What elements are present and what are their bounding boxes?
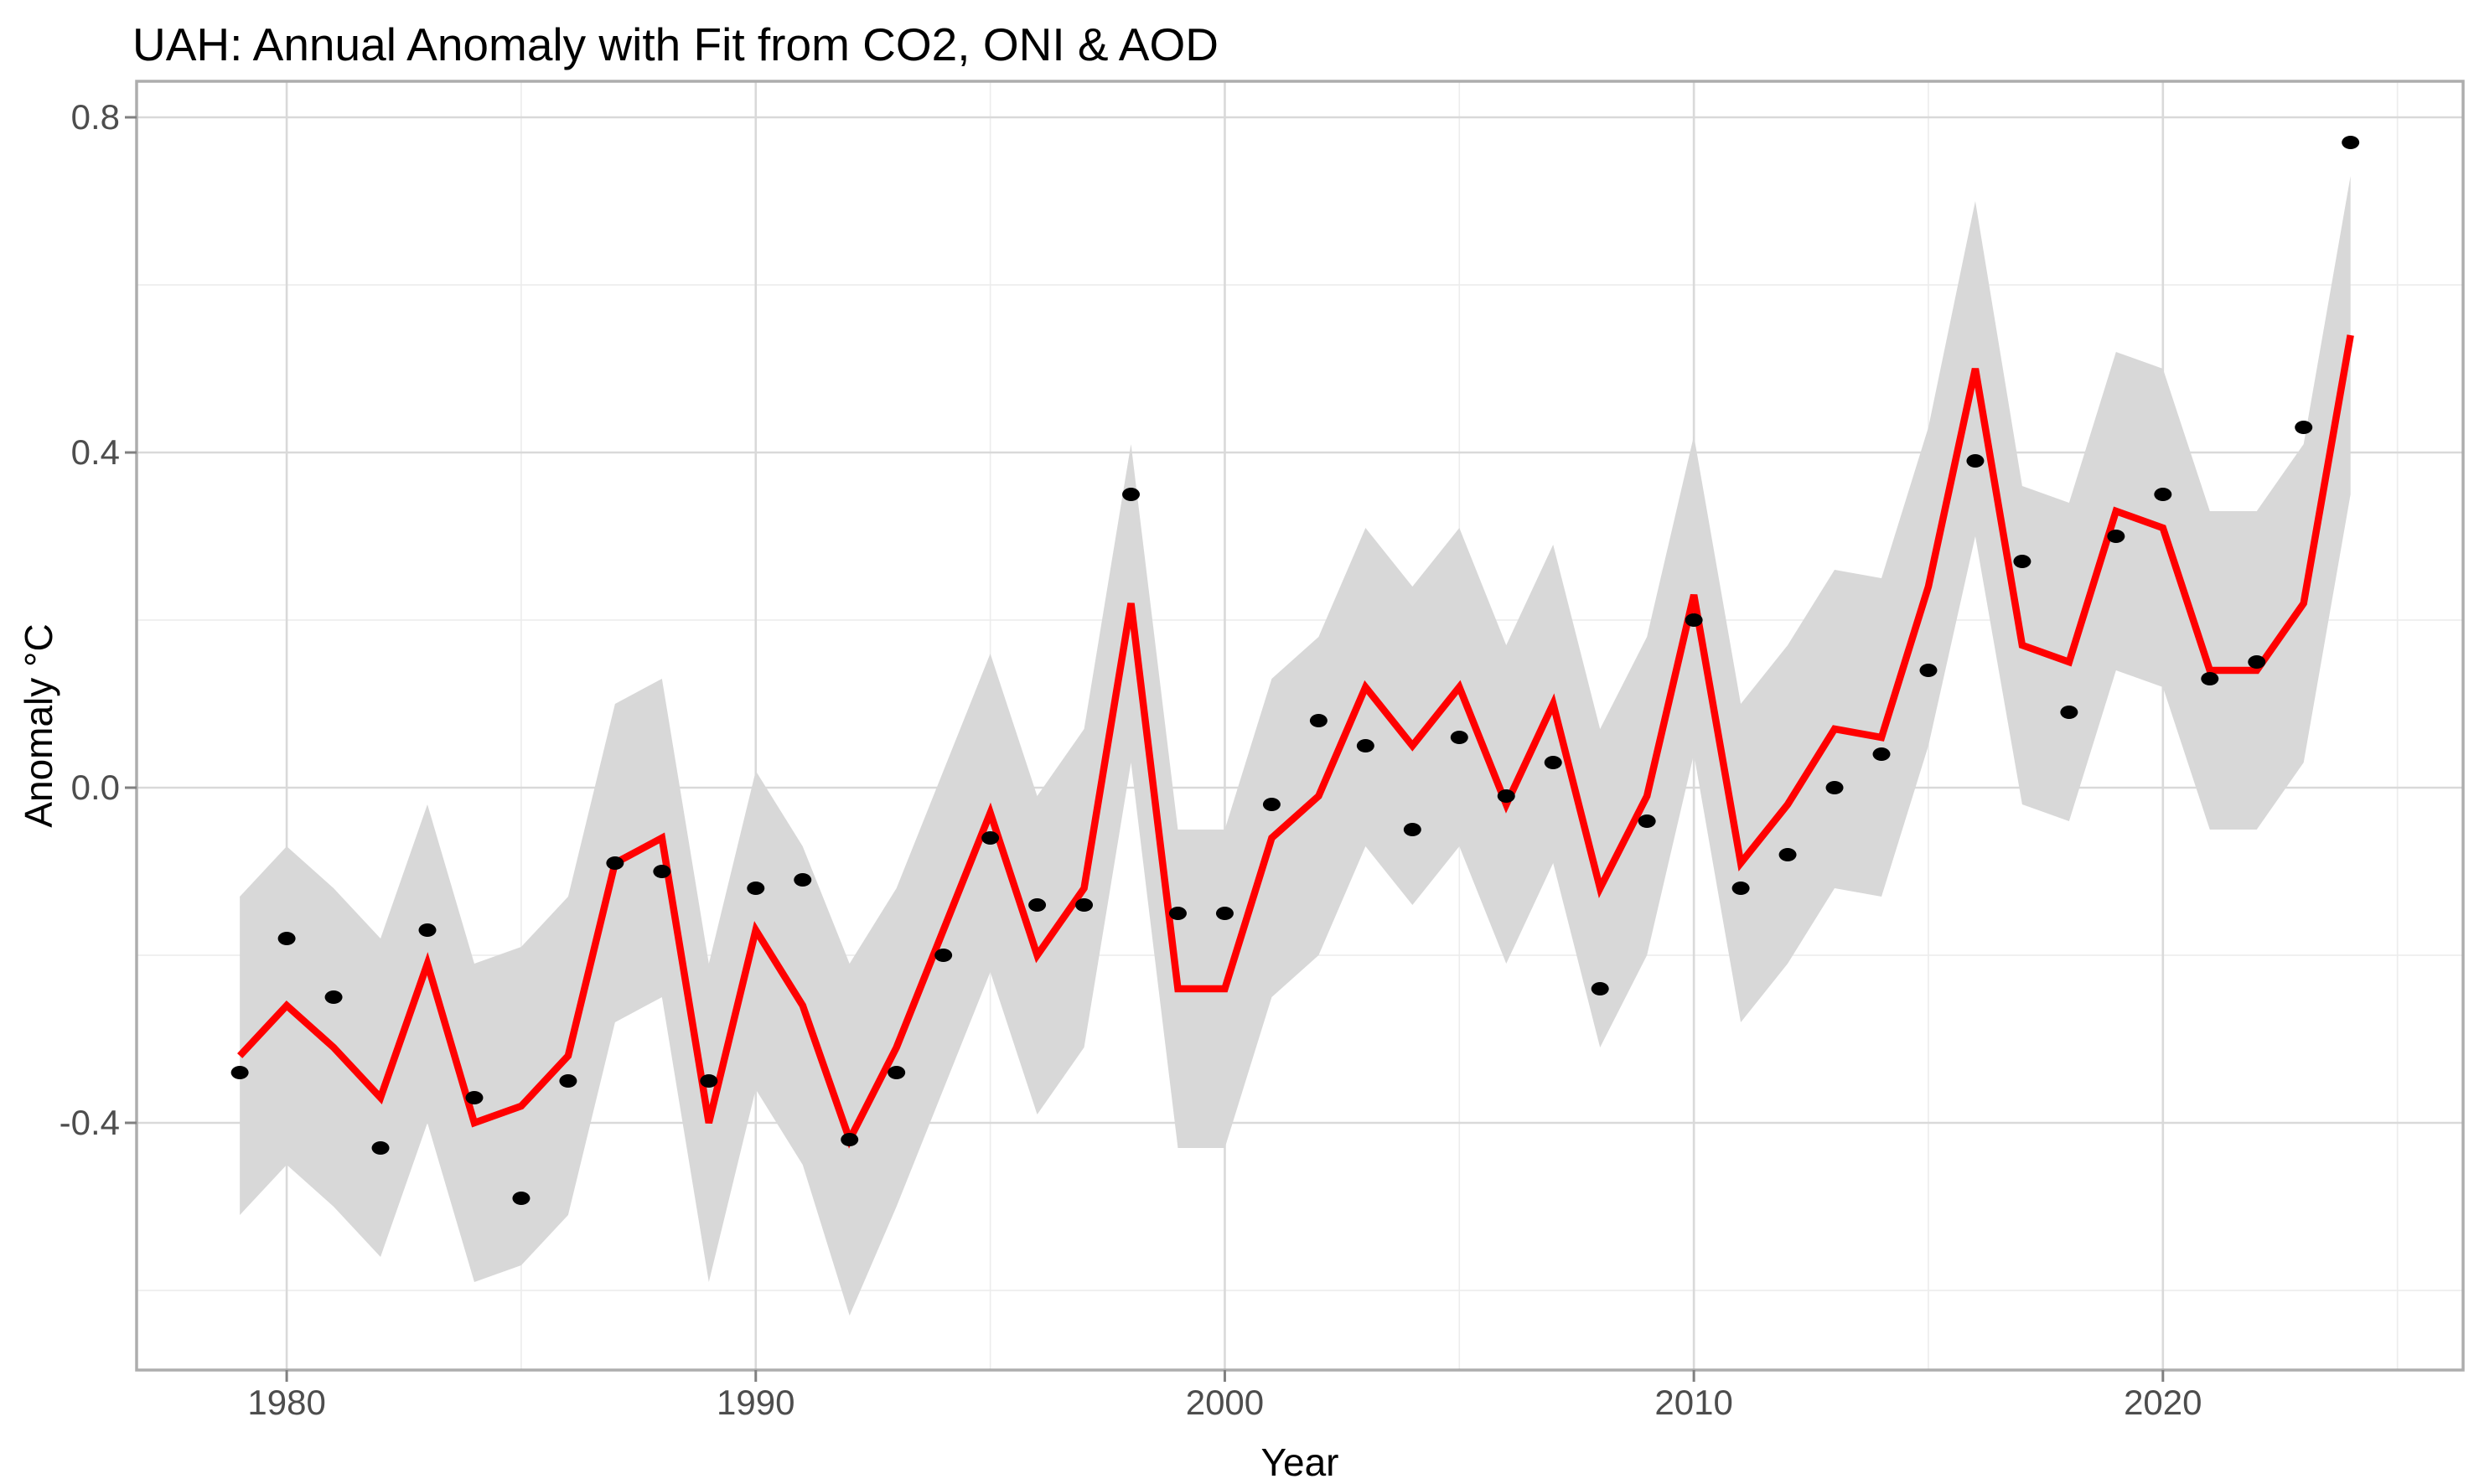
data-point — [2342, 136, 2360, 149]
data-point — [653, 865, 671, 878]
y-tick-label: 0.0 — [71, 768, 120, 807]
data-point — [1778, 848, 1797, 861]
data-point — [324, 990, 343, 1004]
data-point — [2060, 706, 2078, 719]
y-axis-title: Anomaly °C — [17, 623, 60, 828]
data-point — [1356, 739, 1374, 752]
data-point — [2154, 488, 2172, 501]
data-point — [512, 1192, 531, 1205]
data-point — [418, 923, 437, 937]
data-point — [1450, 731, 1468, 744]
data-point — [1403, 823, 1421, 836]
fit-line — [237, 334, 2354, 1149]
y-tick-label: -0.4 — [60, 1103, 120, 1142]
data-point — [465, 1091, 484, 1104]
x-tick-label: 2020 — [2124, 1383, 2202, 1422]
chart-title: UAH: Annual Anomaly with Fit from CO2, O… — [132, 18, 1219, 70]
data-point — [1309, 714, 1328, 727]
data-point — [2248, 655, 2266, 669]
data-point — [2107, 530, 2125, 543]
data-point — [371, 1141, 390, 1155]
data-point — [1825, 781, 1844, 794]
data-point — [1122, 488, 1141, 501]
data-point — [747, 882, 765, 895]
data-point — [1215, 907, 1234, 920]
data-point — [1731, 882, 1750, 895]
data-point — [1544, 756, 1562, 769]
data-point — [934, 949, 953, 962]
data-point — [981, 831, 1000, 845]
data-point — [1497, 789, 1515, 803]
data-point — [1075, 898, 1094, 912]
x-tick-label: 1980 — [247, 1383, 325, 1422]
data-point — [1638, 814, 1656, 828]
y-tick-label: 0.4 — [71, 432, 120, 472]
data-point — [2295, 421, 2313, 434]
data-point — [1168, 907, 1187, 920]
data-point — [277, 932, 296, 945]
x-tick-label: 2000 — [1186, 1383, 1264, 1422]
data-point — [1028, 898, 1047, 912]
data-point — [606, 856, 624, 870]
data-point — [1919, 664, 1938, 677]
y-tick-label: 0.8 — [71, 97, 120, 137]
x-tick-label: 2010 — [1654, 1383, 1732, 1422]
data-point — [841, 1133, 859, 1146]
data-point — [1685, 613, 1703, 627]
data-point — [888, 1066, 906, 1079]
data-point — [2201, 672, 2219, 685]
panel-border — [135, 80, 2465, 1372]
data-point — [2013, 555, 2031, 568]
data-point — [794, 873, 812, 887]
data-point — [700, 1074, 718, 1088]
data-point — [1262, 798, 1281, 811]
data-point — [1966, 454, 1985, 468]
data-point — [1872, 747, 1891, 761]
x-tick-label: 1990 — [717, 1383, 794, 1422]
data-point — [1591, 982, 1609, 995]
data-point — [230, 1066, 249, 1079]
data-point — [559, 1074, 577, 1088]
confidence-band — [240, 176, 2351, 1316]
x-axis-title: Year — [1260, 1440, 1339, 1484]
